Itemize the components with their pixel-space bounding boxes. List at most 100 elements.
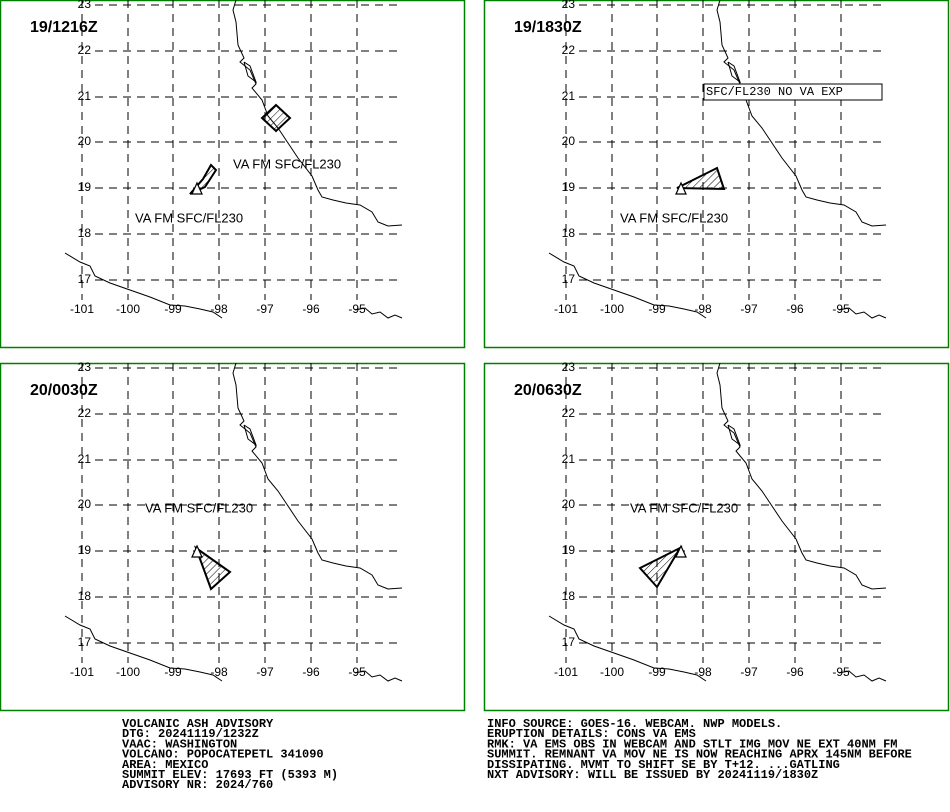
lon-label: -97 <box>740 302 758 316</box>
advisory-line: VOLCANO: POPOCATEPETL 341090 <box>122 748 324 762</box>
lat-label: 18 <box>78 226 92 240</box>
annotation-box <box>703 83 883 101</box>
annotation: VA FM SFC/FL230 <box>145 500 253 515</box>
lat-label: 23 <box>562 0 576 11</box>
lat-label: 22 <box>562 43 576 57</box>
coastline <box>548 615 707 682</box>
lat-label: 20 <box>78 134 92 148</box>
advisory-line: SUMMIT. REMNANT VA MOV NE IS NOW REACHIN… <box>487 748 912 762</box>
volcano-marker <box>675 544 687 558</box>
lat-label: 23 <box>78 0 92 11</box>
annotation: VA FM SFC/FL230 <box>630 500 738 515</box>
volcano-marker <box>191 181 203 195</box>
advisory-line: VAAC: WASHINGTON <box>122 737 237 751</box>
coastline <box>232 362 403 590</box>
ash-area <box>193 545 232 591</box>
lat-label: 19 <box>562 543 576 557</box>
advisory-line: DISSIPATING. MVMT TO SHIFT SE BY T+12. .… <box>487 758 840 772</box>
annotation: VA FM SFC/FL230 <box>620 210 728 225</box>
volcano-marker <box>675 181 687 195</box>
panel-title: 19/1216Z <box>30 19 98 36</box>
lat-label: 17 <box>562 635 576 649</box>
panel-border <box>483 362 950 712</box>
lon-label: -96 <box>786 302 804 316</box>
lon-label: -101 <box>70 302 94 316</box>
advisory-line: ADVISORY NR: 2024/760 <box>122 778 273 792</box>
panel-border <box>0 362 466 712</box>
lon-label: -98 <box>210 302 228 316</box>
volcano-marker <box>191 544 203 558</box>
coastline <box>548 252 707 319</box>
coastline <box>232 0 403 227</box>
map-panel: -101 -100 -99 -98 -97 -96 -952322212019181720/… <box>483 360 950 712</box>
coastline <box>64 615 223 682</box>
coastline <box>838 670 887 682</box>
lon-label: -101 <box>554 302 578 316</box>
lon-label: -98 <box>210 665 228 679</box>
lon-label: -96 <box>786 665 804 679</box>
annotation: VA FM SFC/FL230 <box>135 210 243 225</box>
lat-label: 17 <box>562 272 576 286</box>
lat-label: 17 <box>78 635 92 649</box>
panel-title: 19/1830Z <box>514 19 582 36</box>
advisory-line: SUMMIT ELEV: 17693 FT (5393 M) <box>122 768 338 782</box>
coastline <box>243 424 258 447</box>
lon-label: -96 <box>302 665 320 679</box>
advisory-line: DTG: 20241119/1232Z <box>122 727 259 741</box>
lon-label: -101 <box>70 665 94 679</box>
coastline <box>716 362 887 590</box>
advisory-line: VOLCANIC ASH ADVISORY <box>122 717 274 731</box>
lat-label: 23 <box>78 360 92 374</box>
lat-label: 18 <box>78 589 92 603</box>
advisory-line: ERUPTION DETAILS: CONS VA EMS <box>487 727 696 741</box>
lat-label: 22 <box>78 406 92 420</box>
ash-area <box>260 103 292 133</box>
advisory-line: AREA: MEXICO <box>122 758 208 772</box>
map-panel: -101 -100 -99 -98 -97 -96 -952322212019181720/… <box>0 360 466 712</box>
lat-label: 20 <box>562 134 576 148</box>
lat-label: 18 <box>562 226 576 240</box>
lon-label: -101 <box>554 665 578 679</box>
lat-label: 21 <box>78 452 92 466</box>
coastline <box>716 0 887 227</box>
lon-label: -100 <box>116 302 140 316</box>
lat-label: 21 <box>78 89 92 103</box>
annotation: SFC/FL230 NO VA EXP <box>706 85 843 99</box>
lon-label: -96 <box>302 302 320 316</box>
panel-title: 20/0030Z <box>30 382 98 399</box>
map-panel: -101 -100 -99 -98 -97 -96 -952322212019181719/… <box>0 0 466 349</box>
lon-label: -98 <box>694 302 712 316</box>
lat-label: 18 <box>562 589 576 603</box>
advisory-line: INFO SOURCE: GOES-16. WEBCAM. NWP MODELS… <box>487 717 782 731</box>
advisory-line: NXT ADVISORY: WILL BE ISSUED BY 20241119… <box>487 768 818 782</box>
panel-title: 20/0630Z <box>514 382 582 399</box>
lat-label: 22 <box>78 43 92 57</box>
ash-area <box>638 545 683 589</box>
lon-label: -100 <box>600 665 624 679</box>
map-panel: -101 -100 -99 -98 -97 -96 -952322212019181719/… <box>483 0 950 349</box>
ash-area <box>676 166 726 191</box>
lon-label: -97 <box>740 665 758 679</box>
coastline <box>354 670 403 682</box>
lat-label: 19 <box>78 180 92 194</box>
lon-label: -97 <box>256 302 274 316</box>
lat-label: 20 <box>78 497 92 511</box>
coastline <box>243 61 258 84</box>
coastline <box>727 424 742 447</box>
lat-label: 21 <box>562 89 576 103</box>
panel-border <box>0 0 466 349</box>
coastline <box>64 252 223 319</box>
coastline <box>838 307 887 319</box>
annotation: VA FM SFC/FL230 <box>233 156 341 171</box>
lat-label: 21 <box>562 452 576 466</box>
coastline <box>354 307 403 319</box>
coastline <box>727 61 742 84</box>
lon-label: -100 <box>116 665 140 679</box>
lat-label: 17 <box>78 272 92 286</box>
lat-label: 22 <box>562 406 576 420</box>
lat-label: 19 <box>562 180 576 194</box>
lon-label: -97 <box>256 665 274 679</box>
lat-label: 20 <box>562 497 576 511</box>
